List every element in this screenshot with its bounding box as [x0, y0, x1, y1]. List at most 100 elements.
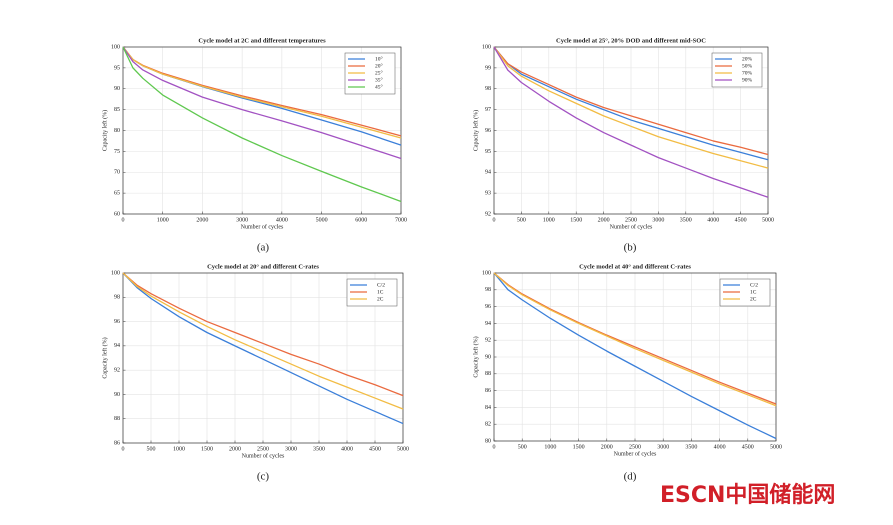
x-axis-label: Number of cycles [610, 223, 653, 230]
chart-title: Cycle model at 2C and different temperat… [198, 37, 326, 44]
y-tick-label: 85 [114, 107, 120, 113]
series-line [493, 272, 777, 405]
legend-label: C/2 [377, 282, 385, 288]
y-tick-label: 60 [114, 211, 120, 217]
x-tick-label: 3500 [685, 444, 697, 450]
x-tick-label: 4000 [276, 217, 288, 223]
y-tick-label: 90 [114, 86, 120, 92]
y-tick-label: 70 [114, 170, 120, 176]
x-tick-label: 1000 [544, 444, 556, 450]
panel-label: (b) [624, 242, 637, 254]
axes-frame [493, 46, 769, 215]
x-tick-label: 4000 [341, 446, 353, 452]
legend-label: 25° [375, 69, 383, 76]
axes-frame [122, 46, 402, 215]
x-tick-label: 1000 [543, 217, 555, 223]
chart-title: Cycle model at 40° and different C-rates [579, 263, 691, 270]
y-tick-label: 93 [485, 191, 491, 197]
y-tick-label: 99 [485, 65, 491, 71]
x-tick-label: 0 [122, 217, 125, 223]
legend-box [711, 52, 763, 88]
series-line [122, 272, 404, 397]
y-tick-label: 80 [114, 128, 120, 134]
x-tick-label: 2500 [257, 446, 269, 452]
y-tick-label: 95 [114, 65, 120, 71]
x-axis-label: Number of cycles [614, 450, 657, 457]
x-tick-label: 4000 [714, 444, 726, 450]
x-tick-label: 2000 [229, 446, 241, 452]
y-axis-label: Capacity left (%) [472, 110, 479, 151]
x-tick-label: 2000 [196, 217, 208, 223]
y-tick-label: 75 [114, 149, 120, 155]
legend-label: 90% [742, 77, 753, 83]
x-tick-label: 1500 [201, 446, 213, 452]
panel-label: (d) [624, 471, 637, 483]
x-tick-label: 4500 [735, 217, 747, 223]
x-tick-label: 7000 [395, 217, 407, 223]
x-tick-label: 1000 [157, 217, 169, 223]
series-line [122, 46, 402, 160]
y-tick-label: 100 [482, 44, 491, 50]
y-tick-label: 95 [485, 149, 491, 155]
y-tick-label: 92 [485, 211, 491, 217]
y-tick-label: 98 [485, 287, 491, 293]
y-tick-label: 98 [485, 86, 491, 92]
x-tick-label: 1500 [570, 217, 582, 223]
panel-label: (c) [257, 471, 270, 483]
legend-label: 2C [750, 296, 757, 302]
y-tick-label: 88 [114, 416, 120, 422]
y-tick-label: 86 [485, 388, 491, 394]
legend-label: 2C [377, 296, 384, 302]
y-tick-label: 90 [114, 392, 120, 398]
y-axis-label: Capacity left (%) [472, 336, 479, 377]
x-tick-label: 2500 [625, 217, 637, 223]
y-axis-label: Capacity left (%) [101, 337, 108, 378]
y-tick-label: 80 [485, 438, 491, 444]
x-tick-label: 3000 [657, 444, 669, 450]
series-line [493, 46, 769, 161]
x-axis-label: Number of cycles [241, 223, 284, 230]
x-tick-label: 5000 [397, 446, 409, 452]
y-tick-label: 96 [114, 319, 120, 325]
x-tick-label: 4500 [369, 446, 381, 452]
x-tick-label: 3000 [652, 217, 664, 223]
panel-label: (a) [257, 242, 270, 254]
x-tick-label: 0 [493, 444, 496, 450]
y-tick-label: 84 [485, 405, 491, 411]
legend-label: 20° [375, 62, 383, 69]
y-tick-label: 98 [114, 295, 120, 301]
x-tick-label: 4000 [707, 217, 719, 223]
legend-label: 45° [375, 83, 383, 90]
y-tick-label: 82 [485, 422, 491, 428]
watermark: ESCN中国储能网 [660, 482, 835, 508]
legend-label: 10° [375, 55, 383, 62]
x-tick-label: 2000 [601, 444, 613, 450]
axes-frame [493, 272, 777, 442]
axes-frame [122, 272, 404, 444]
x-tick-label: 5000 [316, 217, 328, 223]
x-tick-label: 500 [518, 444, 527, 450]
series-line [122, 272, 404, 410]
y-tick-label: 100 [111, 44, 120, 50]
series-line [493, 272, 777, 440]
x-tick-label: 3000 [285, 446, 297, 452]
x-tick-label: 3500 [313, 446, 325, 452]
y-tick-label: 65 [114, 191, 120, 197]
legend-label: 50% [742, 63, 753, 69]
y-tick-label: 94 [485, 321, 491, 327]
y-axis-label: Capacity left (%) [101, 110, 108, 151]
legend-label: 1C [750, 289, 757, 295]
y-tick-label: 86 [114, 440, 120, 446]
y-tick-label: 100 [482, 270, 491, 276]
x-tick-label: 3500 [680, 217, 692, 223]
y-tick-label: 94 [114, 343, 120, 349]
x-tick-label: 500 [517, 217, 526, 223]
legend-label: 1C [377, 289, 384, 295]
x-tick-label: 4500 [742, 444, 754, 450]
series-line [122, 272, 404, 425]
x-tick-label: 2000 [598, 217, 610, 223]
legend-label: 20% [742, 56, 753, 62]
legend-label: C/2 [750, 282, 758, 288]
